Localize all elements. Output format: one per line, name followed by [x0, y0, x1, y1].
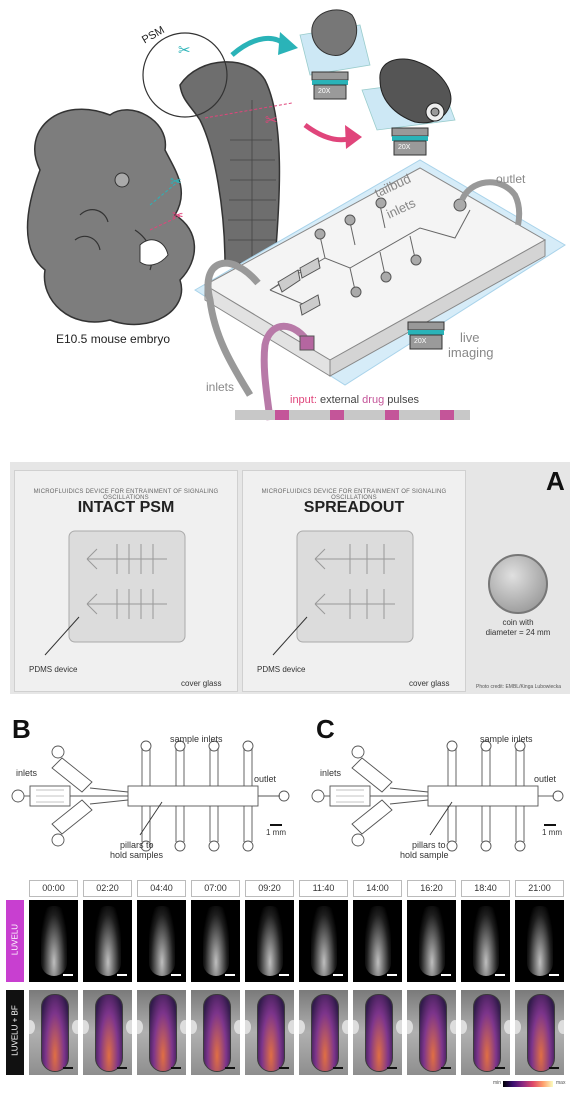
scissors-pink-embryo: ✂: [172, 207, 184, 223]
luvelu-frame: [353, 900, 402, 982]
device1-header: MICROFLUIDICS DEVICE FOR ENTRAINMENT OF …: [33, 489, 219, 501]
input-suffix: pulses: [384, 394, 420, 406]
c-pillars-2: hold sample: [400, 850, 449, 860]
device1-pdms-label: PDMS device: [29, 665, 78, 674]
slide-intact-psm: MICROFLUIDICS DEVICE FOR ENTRAINMENT OF …: [14, 470, 238, 692]
device2-name: SPREADOUT: [303, 499, 405, 516]
luvelu-frame: [191, 900, 240, 982]
luvelu-bf-frame: [299, 990, 348, 1075]
pink-inlet-tube: [260, 322, 313, 421]
time-label: 18:40: [461, 880, 510, 897]
b-sample-inlets: sample inlets: [170, 734, 223, 744]
device1-name: INTACT PSM: [77, 499, 175, 516]
b-outlet: outlet: [254, 774, 277, 784]
scissors-teal-embryo: ✂: [170, 173, 182, 189]
cbar-min-label: min: [493, 1080, 502, 1086]
b-scale: 1 mm: [266, 828, 286, 837]
time-label: 11:40: [299, 880, 348, 897]
time-label: 07:00: [191, 880, 240, 897]
row2-label-bar: LUVELU + BF: [6, 990, 24, 1075]
embryo-label: E10.5 mouse embryo: [56, 332, 171, 346]
b-pillars-2: hold samples: [110, 850, 164, 860]
time-label: 00:00: [29, 880, 78, 897]
time-label: 09:20: [245, 880, 294, 897]
c-outlet: outlet: [534, 774, 557, 784]
scissors-teal-psm: ✂: [178, 42, 191, 59]
luvelu-frame: [83, 900, 132, 982]
luvelu-bf-frame: [245, 990, 294, 1075]
row2-label: LUVELU + BF: [10, 1005, 20, 1056]
outlet-tube: [459, 179, 523, 226]
row1-label-bar: LUVELU: [6, 900, 24, 982]
input-middle: external: [316, 394, 363, 406]
pdms-device-1: [68, 530, 186, 643]
pink-arrow: [303, 122, 353, 143]
device2-cover-label: cover glass: [409, 679, 450, 688]
c-sample-inlets: sample inlets: [480, 734, 533, 744]
time-label: 14:00: [353, 880, 402, 897]
c-scale: 1 mm: [542, 828, 562, 837]
inlets-label: inlets: [206, 380, 235, 394]
luvelu-frame: [245, 900, 294, 982]
psm-tail: [179, 61, 281, 266]
pulse-bar: [235, 410, 470, 420]
time-label: 21:00: [515, 880, 564, 897]
luvelu-bf-frame: [407, 990, 456, 1075]
time-label: 04:40: [137, 880, 186, 897]
objective-label-2: 20X: [398, 144, 411, 151]
row1-label: LUVELU: [10, 923, 20, 956]
device2-header: MICROFLUIDICS DEVICE FOR ENTRAINMENT OF …: [261, 489, 447, 501]
luvelu-frame: [407, 900, 456, 982]
luvelu-frame: [461, 900, 510, 982]
luvelu-bf-frame: [29, 990, 78, 1075]
coin: [488, 554, 548, 614]
luvelu-bf-frame: [191, 990, 240, 1075]
slide-spreadout: MICROFLUIDICS DEVICE FOR ENTRAINMENT OF …: [242, 470, 466, 692]
luvelu-frame: [299, 900, 348, 982]
panel-a-letter: A: [546, 466, 565, 496]
panel-b-schematic: [11, 740, 290, 852]
gray-inlet-tube: [204, 259, 261, 397]
b-inlets: inlets: [16, 768, 38, 778]
luvelu-bf-frame: [461, 990, 510, 1075]
psm-circle: [142, 32, 228, 118]
input-caption: input: external drug pulses: [290, 394, 419, 406]
live-label: live: [460, 330, 480, 345]
scissors-pink-psm: ✂: [265, 112, 278, 129]
luvelu-bf-frame: [137, 990, 186, 1075]
device1-cover-label: cover glass: [181, 679, 222, 688]
outlet-label: outlet: [496, 172, 526, 186]
photo-credit: Photo credit: EMBL/Kinga Lubowiecka: [476, 684, 562, 690]
time-label: 16:20: [407, 880, 456, 897]
time-label: 02:20: [83, 880, 132, 897]
luvelu-bf-frame: [353, 990, 402, 1075]
panel-c-letter: C: [316, 714, 335, 744]
panel-c-schematic: [311, 740, 564, 852]
cbar-max-label: max: [556, 1080, 566, 1086]
luvelu-frame: [29, 900, 78, 982]
teal-arrow: [230, 35, 287, 57]
luvelu-frame: [515, 900, 564, 982]
coin-label-1: coin with: [502, 618, 534, 627]
luvelu-frame: [137, 900, 186, 982]
panel-a-photo: A MICROFLUIDICS DEVICE FOR ENTRAINMENT O…: [10, 462, 570, 694]
colorbar: [503, 1081, 553, 1087]
embryo-shape: [26, 108, 196, 326]
input-prefix: input:: [290, 394, 317, 406]
luvelu-bf-frame: [83, 990, 132, 1075]
b-pillars-1: pillars to: [120, 840, 154, 850]
top-illustration: ✂ ✂ ✂ ✂: [26, 9, 566, 421]
luvelu-bf-frame: [515, 990, 564, 1075]
pdms-device-2: [296, 530, 414, 643]
c-inlets: inlets: [320, 768, 342, 778]
input-drug: drug: [362, 394, 385, 406]
imaging-label: imaging: [448, 345, 494, 360]
device2-pdms-label: PDMS device: [257, 665, 306, 674]
coin-label-2: diameter = 24 mm: [485, 628, 551, 637]
c-pillars-1: pillars to: [412, 840, 446, 850]
tissue-piece-1: [311, 9, 358, 56]
objective-label-3: 20X: [414, 338, 427, 345]
panel-b-letter: B: [12, 714, 31, 744]
objective-label-1: 20X: [318, 88, 331, 95]
